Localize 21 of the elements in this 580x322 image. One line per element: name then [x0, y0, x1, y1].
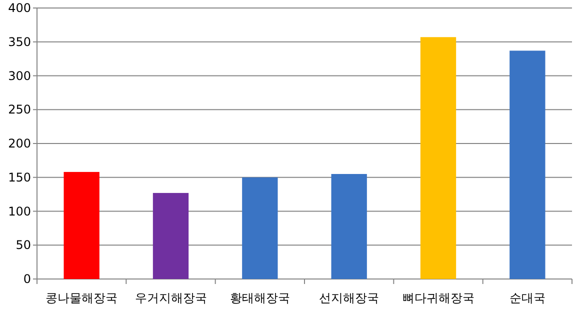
y-tick-label: 100 — [8, 204, 31, 218]
bar — [152, 192, 189, 279]
x-tick-label: 순대국 — [509, 291, 546, 305]
bar — [420, 37, 456, 279]
y-tick-label: 400 — [8, 1, 31, 15]
bar — [64, 172, 100, 279]
y-tick-label: 200 — [8, 136, 31, 150]
y-tick-label: 150 — [8, 170, 31, 184]
y-tick-label: 50 — [16, 238, 31, 252]
y-tick-label: 300 — [8, 68, 31, 83]
bar — [510, 50, 546, 279]
x-tick-label: 선지해장국 — [319, 291, 380, 305]
x-tick-label: 우거지해장국 — [134, 291, 207, 305]
x-tick-label: 황태해장국 — [230, 291, 290, 305]
x-tick-label: 콩나물해장국 — [46, 291, 118, 305]
bar — [242, 177, 278, 279]
x-tick-label: 뼈다귀해장국 — [402, 291, 474, 305]
y-tick-label: 250 — [8, 102, 31, 117]
y-tick-label: 350 — [8, 34, 31, 49]
y-tick-label: 0 — [23, 272, 31, 286]
bar — [331, 174, 367, 279]
